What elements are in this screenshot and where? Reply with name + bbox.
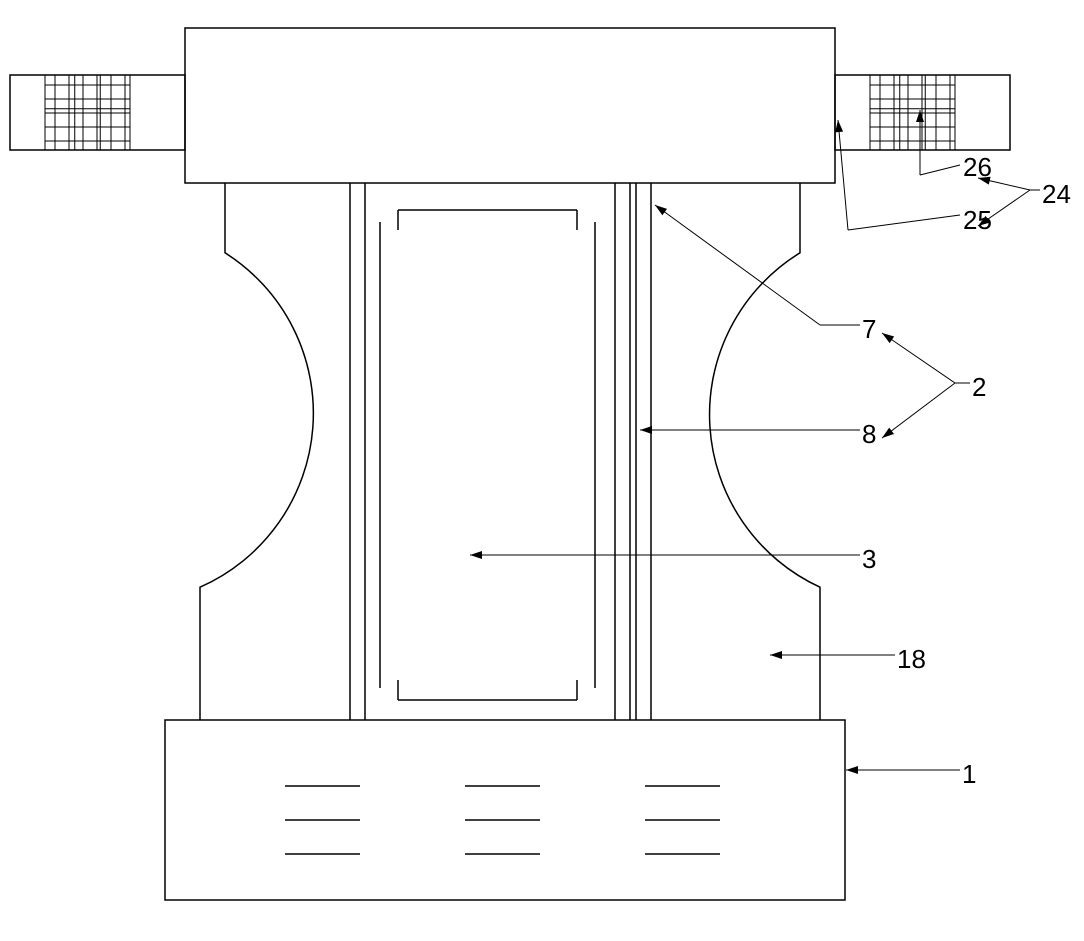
diagram-svg [0,0,1084,941]
technical-diagram [0,0,1084,941]
callout-label-1: 1 [962,759,976,790]
callout-label-18: 18 [897,644,926,675]
callout-label-25: 25 [963,205,992,236]
callout-label-24: 24 [1042,179,1071,210]
callout-label-7: 7 [862,314,876,345]
callout-label-26: 26 [963,152,992,183]
callout-label-8: 8 [862,419,876,450]
callout-label-2: 2 [972,372,986,403]
callout-label-3: 3 [862,544,876,575]
